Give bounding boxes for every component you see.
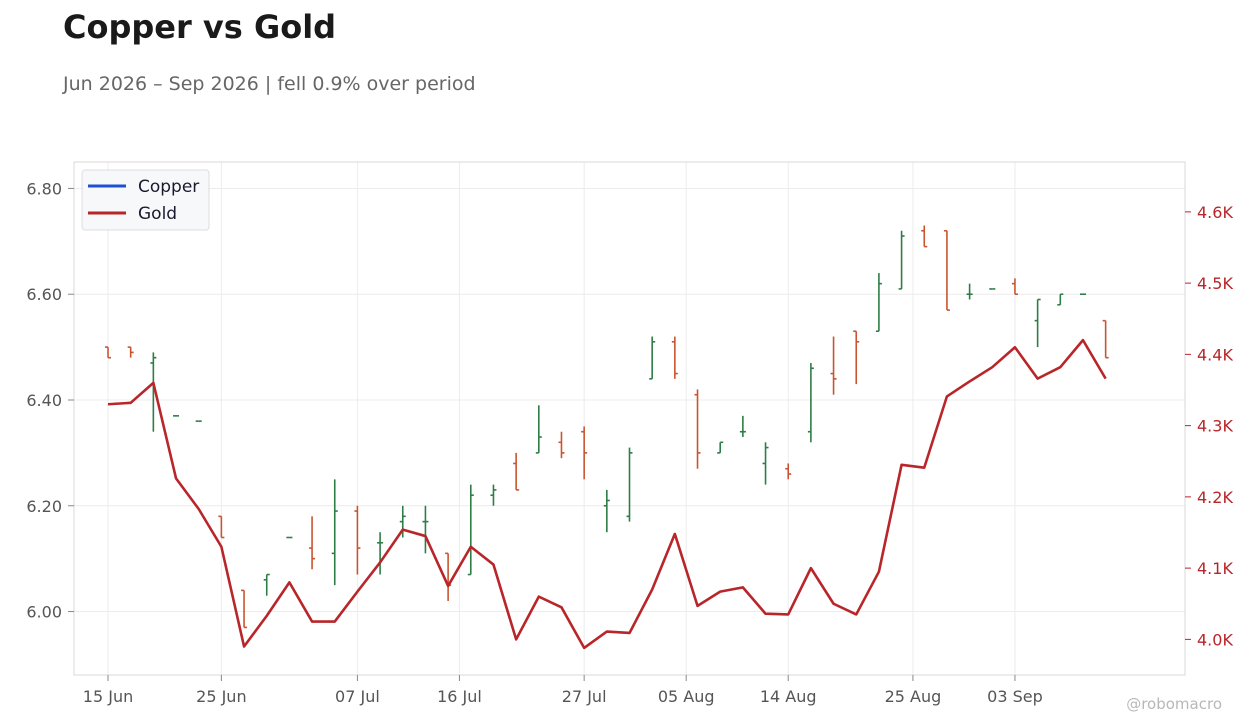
y-right-tick-label: 4.6K: [1197, 203, 1233, 222]
copper-ohlc-bar: [1011, 278, 1018, 296]
legend: Copper Gold: [81, 169, 210, 231]
copper-ohlc-bar: [399, 505, 406, 538]
copper-series: [105, 225, 1109, 629]
y-left-tick-label: 6.00: [26, 603, 62, 622]
copper-ohlc-bar: [105, 346, 112, 359]
copper-ohlc-bar: [1034, 298, 1041, 348]
x-tick-label: 14 Aug: [760, 687, 817, 706]
copper-ohlc-bar: [263, 573, 270, 596]
copper-ohlc-bar: [603, 489, 610, 533]
y-right-tick-label: 4.5K: [1197, 274, 1233, 293]
copper-ohlc-bar: [445, 552, 452, 601]
plot-frame: [73, 161, 1186, 676]
x-tick-label: 07 Jul: [335, 687, 380, 706]
copper-ohlc-bar: [898, 230, 905, 290]
copper-ohlc-bar: [649, 336, 656, 380]
copper-ohlc-bar: [1102, 319, 1109, 359]
x-tick-label: 27 Jul: [562, 687, 607, 706]
copper-ohlc-bar: [830, 336, 837, 395]
y-right-tick-label: 4.4K: [1197, 345, 1233, 364]
x-tick-label: 15 Jun: [83, 687, 133, 706]
copper-ohlc-bar: [875, 273, 882, 333]
y-left-tick-label: 6.60: [26, 285, 62, 304]
y-right-tick-label: 4.1K: [1197, 559, 1233, 578]
copper-ohlc-bar: [762, 442, 769, 485]
watermark: @robomacro: [1126, 695, 1222, 713]
y-left-tick-label: 6.20: [26, 497, 62, 516]
copper-ohlc-bar: [467, 484, 474, 576]
axes: 15 Jun 25 Jun 07 Jul 16 Jul 27 Jul 05 Aug 14 A…: [26, 179, 1233, 706]
y-left-tick-label: 6.40: [26, 391, 62, 410]
y-left-tick-label: 6.80: [26, 179, 62, 198]
copper-ohlc-bar: [331, 479, 338, 586]
copper-ohlc-bar: [377, 532, 384, 575]
copper-ohlc-bar: [535, 405, 542, 454]
copper-ohlc-bar: [581, 426, 588, 480]
copper-ohlc-bar: [218, 515, 225, 539]
x-tick-label: 25 Aug: [885, 687, 942, 706]
copper-ohlc-bar: [241, 589, 248, 629]
legend-gold-label: Gold: [138, 204, 177, 224]
copper-ohlc-bar: [921, 225, 928, 248]
y-right-tick-label: 4.0K: [1197, 630, 1233, 649]
copper-ohlc-bar: [422, 505, 429, 554]
copper-ohlc-bar: [671, 336, 678, 379]
copper-ohlc-bar: [513, 452, 520, 491]
copper-ohlc-bar: [558, 431, 565, 459]
x-tick-label: 05 Aug: [658, 687, 715, 706]
copper-ohlc-bar: [966, 283, 973, 300]
x-tick-label: 25 Jun: [196, 687, 246, 706]
copper-ohlc-bar: [354, 505, 361, 575]
x-tick-label: 16 Jul: [437, 687, 482, 706]
copper-ohlc-bar: [943, 229, 950, 311]
copper-ohlc-bar: [853, 330, 860, 385]
x-tick-label: 03 Sep: [987, 687, 1043, 706]
copper-ohlc-bar: [309, 516, 316, 570]
y-right-tick-label: 4.3K: [1197, 417, 1233, 436]
copper-ohlc-bar: [1057, 293, 1064, 306]
chart-subtitle: Jun 2026 – Sep 2026 | fell 0.9% over per…: [63, 73, 476, 95]
grid-layer: [74, 162, 1185, 675]
copper-ohlc-bar: [785, 463, 792, 480]
copper-ohlc-bar: [490, 484, 497, 506]
copper-ohlc-bar: [626, 447, 633, 522]
copper-ohlc-bar: [127, 346, 134, 358]
copper-ohlc-bar: [694, 389, 701, 469]
copper-ohlc-bar: [739, 415, 746, 438]
copper-ohlc-bar: [717, 441, 724, 454]
y-right-tick-label: 4.2K: [1197, 488, 1233, 507]
copper-ohlc-bar: [807, 362, 814, 443]
chart-title: Copper vs Gold: [63, 8, 337, 46]
copper-ohlc-bar: [150, 352, 157, 432]
legend-copper-label: Copper: [138, 177, 199, 197]
gold-series: [107, 338, 1107, 650]
